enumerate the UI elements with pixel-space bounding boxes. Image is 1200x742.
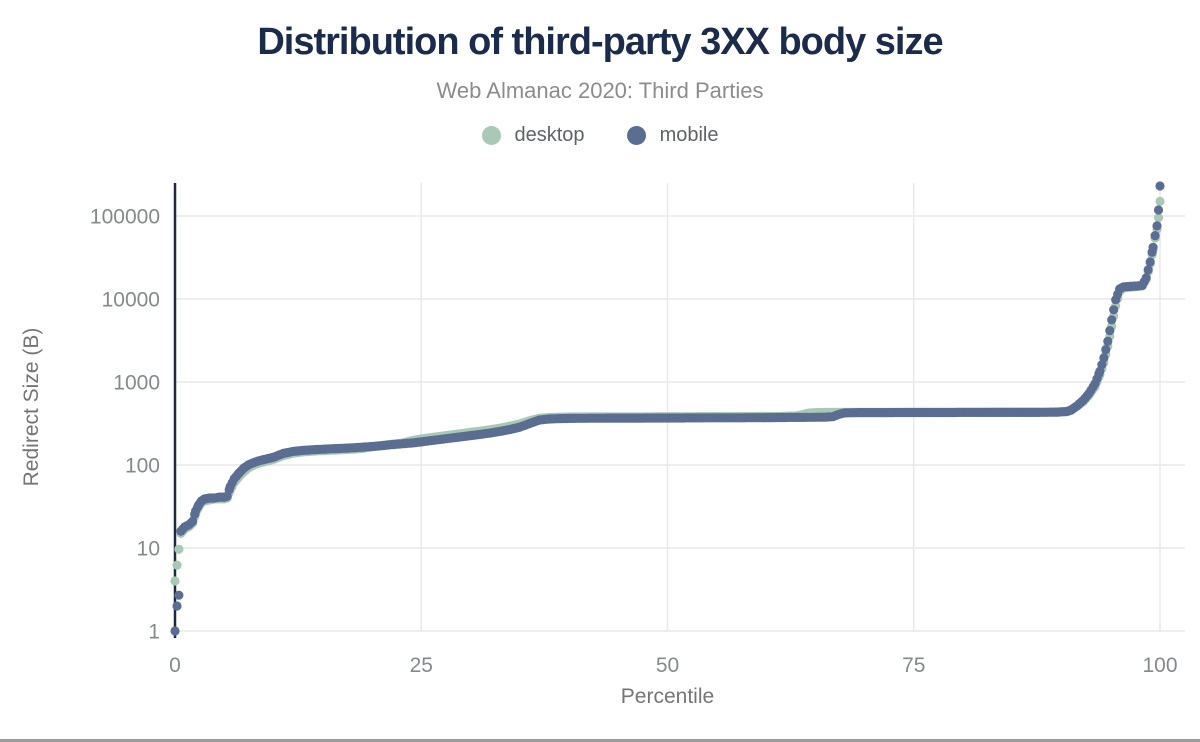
- x-tick-label: 100: [1142, 654, 1177, 677]
- mobile-series-marker-icon: [626, 125, 646, 145]
- chart-header: Distribution of third-party 3XX body siz…: [0, 0, 1200, 147]
- y-axis-title: Redirect Size (B): [20, 328, 43, 487]
- chart-title: Distribution of third-party 3XX body siz…: [257, 21, 943, 63]
- y-tick-label: 1: [148, 621, 160, 644]
- y-tick-label: 10: [137, 538, 160, 561]
- y-tick-label: 100000: [90, 206, 160, 229]
- y-tick-label: 1000: [113, 372, 160, 395]
- legend-label-desktop: desktop: [514, 123, 585, 146]
- chart-subtitle: Web Almanac 2020: Third Parties: [436, 77, 764, 103]
- x-axis-title: Percentile: [621, 685, 714, 708]
- bottom-divider: [0, 739, 1200, 742]
- legend-label-mobile: mobile: [659, 123, 719, 146]
- legend-item-desktop[interactable]: desktop: [481, 123, 585, 147]
- desktop-series-marker-icon: [481, 125, 501, 145]
- x-tick-label: 25: [410, 654, 433, 677]
- x-tick-label: 75: [902, 654, 925, 677]
- legend-item-mobile[interactable]: mobile: [626, 123, 719, 147]
- series-mobile: [170, 181, 1165, 636]
- x-tick-label: 0: [169, 654, 181, 677]
- y-tick-label: 10000: [102, 289, 160, 312]
- y-tick-label: 100: [125, 455, 160, 478]
- legend: desktop mobile: [0, 124, 1200, 147]
- x-tick-label: 50: [656, 654, 679, 677]
